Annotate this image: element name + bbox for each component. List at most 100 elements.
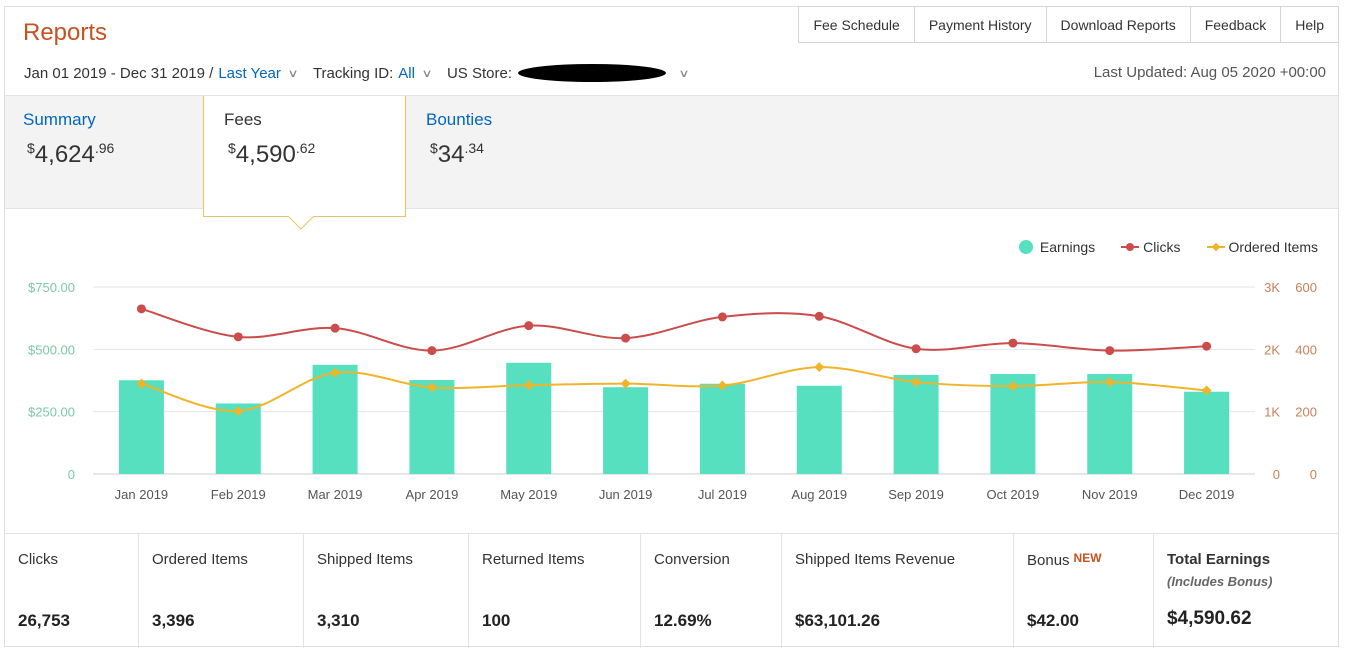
stat-conversion: Conversion 12.69%: [641, 534, 782, 648]
stat-shipped-items: Shipped Items 3,310: [304, 534, 469, 648]
stat-label: Shipped Items Revenue: [795, 551, 956, 568]
amount-cents: .62: [295, 140, 316, 156]
legend-label: Earnings: [1039, 239, 1096, 255]
amount-whole: 4,590: [235, 141, 296, 168]
clicks-point: [717, 312, 727, 322]
tracking-label: Tracking ID:: [312, 64, 394, 82]
stat-value: $63,101.26: [795, 611, 881, 630]
stat-clicks: Clicks 26,753: [5, 534, 139, 648]
fee-schedule-link[interactable]: Fee Schedule: [799, 6, 915, 43]
y-tick-label-left: $500.00: [28, 342, 75, 357]
stat-value: $42.00: [1027, 611, 1079, 630]
top-nav: Fee Schedule Payment History Download Re…: [798, 6, 1339, 43]
stat-value: 3,310: [317, 611, 360, 630]
payment-history-link[interactable]: Payment History: [914, 6, 1047, 43]
x-tick-label: May 2019: [500, 487, 557, 502]
y-tick-label-clicks: 1K: [1264, 405, 1280, 420]
date-range: Jan 01 2019 - Dec 31 2019 /: [24, 64, 214, 82]
clicks-point: [621, 333, 631, 343]
ordered-items-point: [1201, 385, 1212, 396]
clicks-swatch: [1121, 243, 1140, 251]
clicks-point: [427, 346, 437, 356]
earnings-bar: [1087, 374, 1133, 474]
chevron-down-icon[interactable]: ∨: [678, 67, 690, 80]
y-tick-label-clicks: 2K: [1264, 342, 1280, 357]
redacted-store-name[interactable]: [518, 64, 666, 82]
earnings-bar: [312, 364, 358, 474]
legend-earnings[interactable]: Earnings: [1018, 239, 1096, 255]
amount-whole: 34: [437, 141, 465, 168]
stat-label: Shipped Items: [317, 551, 413, 568]
tab-amount: $4,624.96: [27, 140, 114, 169]
x-tick-label: Jul 2019: [698, 487, 747, 502]
stat-label: Clicks: [18, 551, 58, 568]
y-tick-label-left: 0: [68, 467, 75, 482]
bonus-label: Bonus: [1027, 552, 1070, 569]
legend-label: Ordered Items: [1228, 239, 1318, 255]
stat-label: Returned Items: [482, 551, 585, 568]
filter-bar: Jan 01 2019 - Dec 31 2019 / Last Year ∨ …: [24, 64, 704, 82]
feedback-link[interactable]: Feedback: [1190, 6, 1282, 43]
legend-clicks[interactable]: Clicks: [1121, 239, 1181, 255]
stat-label: Ordered Items: [152, 551, 248, 568]
tab-amount: $34.34: [430, 140, 484, 169]
last-updated: Last Updated: Aug 05 2020 +00:00: [1093, 64, 1326, 81]
earnings-bar: [699, 383, 745, 474]
tab-fees[interactable]: Fees $4,590.62: [203, 96, 406, 217]
stat-note: (Includes Bonus): [1167, 574, 1273, 589]
y-tick-label-ordered: 0: [1310, 467, 1317, 482]
earnings-bar: [893, 375, 939, 474]
chart-legend: Earnings Clicks Ordered Items: [993, 239, 1318, 255]
stats-footer: Clicks 26,753 Ordered Items 3,396 Shippe…: [5, 533, 1338, 648]
x-tick-label: Apr 2019: [406, 487, 459, 502]
tab-label: Fees: [224, 110, 262, 129]
summary-tabs: Summary $4,624.96 Fees $4,590.62 Bountie…: [5, 95, 1338, 217]
ordered-items-point: [1104, 377, 1115, 388]
y-tick-label-ordered: 400: [1295, 342, 1317, 357]
date-preset-dropdown[interactable]: Last Year: [218, 64, 281, 82]
download-reports-link[interactable]: Download Reports: [1046, 6, 1191, 43]
y-tick-label-left: $250.00: [28, 405, 75, 420]
y-tick-label-clicks: 0: [1273, 467, 1280, 482]
ordered-items-point: [1007, 381, 1018, 392]
clicks-point: [136, 304, 146, 314]
store-label: US Store:: [446, 64, 512, 82]
x-tick-label: Aug 2019: [791, 487, 847, 502]
clicks-point: [911, 344, 921, 354]
clicks-point: [1008, 338, 1018, 348]
ordered-items-point: [330, 367, 341, 378]
chevron-down-icon[interactable]: ∨: [421, 67, 433, 80]
tab-bounties[interactable]: Bounties $34.34: [406, 96, 606, 209]
stat-value: 12.69%: [654, 611, 712, 630]
stat-value: 26,753: [18, 611, 70, 630]
currency-symbol: $: [228, 140, 236, 156]
tab-summary[interactable]: Summary $4,624.96: [5, 96, 203, 209]
new-badge: NEW: [1073, 551, 1102, 565]
stat-label: Conversion: [654, 551, 730, 568]
earnings-bar: [796, 385, 842, 474]
ordered-items-point: [911, 377, 922, 388]
currency-symbol: $: [430, 140, 438, 156]
ordered-items-swatch: [1206, 242, 1225, 252]
stat-bonus: Bonus NEW $42.00: [1014, 534, 1154, 648]
clicks-point: [814, 311, 824, 321]
amount-cents: .96: [94, 140, 115, 156]
earnings-bar: [603, 387, 649, 474]
ordered-items-point: [814, 362, 825, 373]
clicks-point: [524, 321, 534, 331]
y-tick-label-clicks: 3K: [1264, 280, 1280, 295]
stat-shipped-revenue: Shipped Items Revenue $63,101.26: [782, 534, 1014, 648]
help-link[interactable]: Help: [1281, 6, 1339, 43]
tracking-id-dropdown[interactable]: All: [398, 64, 415, 82]
y-tick-label-ordered: 200: [1295, 405, 1317, 420]
currency-symbol: $: [27, 140, 35, 156]
legend-ordered-items[interactable]: Ordered Items: [1206, 239, 1318, 255]
ordered-items-line: [141, 366, 1207, 413]
stat-ordered-items: Ordered Items 3,396: [139, 534, 304, 648]
earnings-swatch: [1018, 240, 1033, 254]
ordered-items-point: [233, 406, 244, 416]
earnings-bar: [409, 380, 455, 474]
chevron-down-icon[interactable]: ∨: [287, 67, 299, 80]
stat-value: $4,590.62: [1167, 608, 1252, 629]
earnings-chart: 0 0 0 $250.00 1K 200 $500.00 2K 400 $750.00 3K 600 J…: [28, 280, 1317, 502]
